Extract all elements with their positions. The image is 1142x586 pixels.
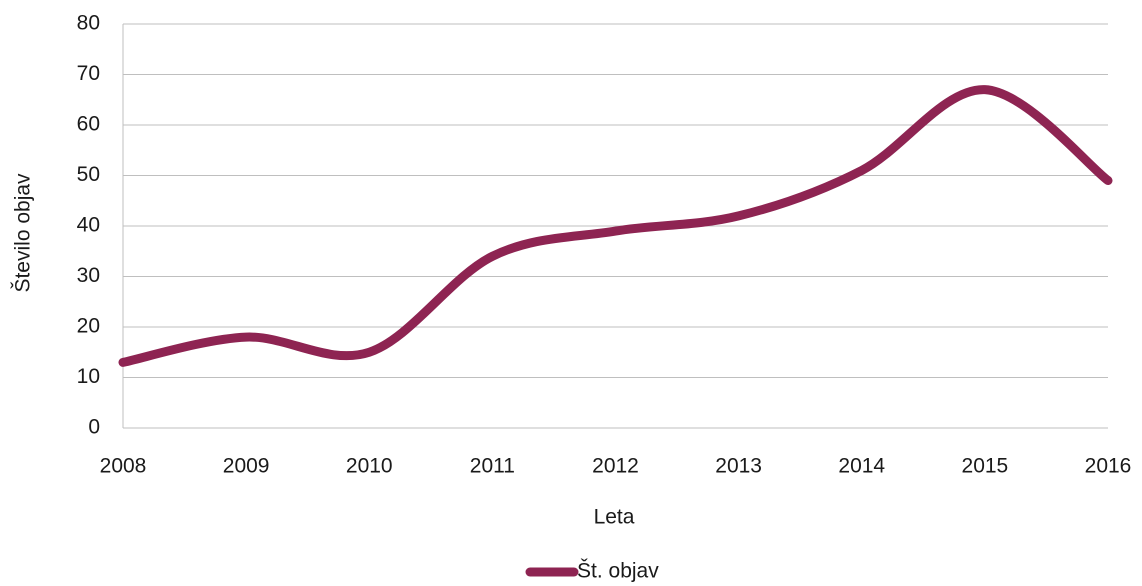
y-tick-label: 10 bbox=[77, 365, 100, 388]
y-tick-label: 40 bbox=[77, 214, 100, 237]
y-tick-label: 30 bbox=[77, 264, 100, 287]
x-tick-label: 2016 bbox=[1085, 455, 1132, 478]
x-tick-label: 2012 bbox=[592, 455, 639, 478]
x-tick-label: 2011 bbox=[470, 455, 515, 478]
data-line bbox=[118, 85, 1113, 367]
x-tick-label: 2010 bbox=[346, 455, 393, 478]
y-tick-label: 60 bbox=[77, 113, 100, 136]
y-axis-label: Število objav bbox=[12, 173, 35, 293]
x-tick-label: 2008 bbox=[100, 455, 147, 478]
x-axis-label: Leta bbox=[594, 506, 635, 529]
y-tick-label: 0 bbox=[88, 416, 100, 439]
legend-label: Št. objav bbox=[577, 560, 659, 583]
x-tick-label: 2009 bbox=[223, 455, 270, 478]
y-tick-label: 20 bbox=[77, 315, 100, 338]
y-tick-label: 50 bbox=[77, 163, 100, 186]
y-tick-label: 80 bbox=[77, 12, 100, 35]
x-tick-label: 2014 bbox=[838, 455, 885, 478]
x-tick-label: 2013 bbox=[715, 455, 762, 478]
y-tick-label: 70 bbox=[77, 62, 100, 85]
x-tick-label: 2015 bbox=[962, 455, 1009, 478]
